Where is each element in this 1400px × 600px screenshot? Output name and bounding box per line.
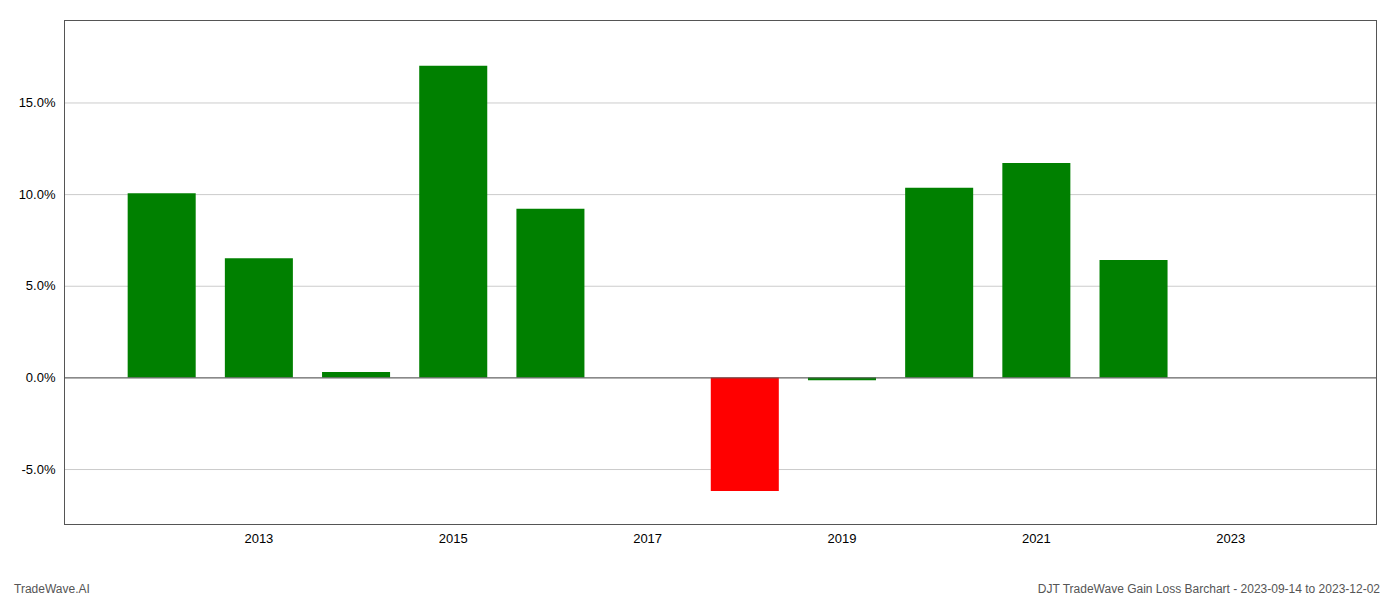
svg-text:-5.0%: -5.0% xyxy=(22,462,56,477)
svg-text:2015: 2015 xyxy=(439,531,468,546)
svg-text:2019: 2019 xyxy=(828,531,857,546)
svg-text:15.0%: 15.0% xyxy=(19,95,56,110)
html-text:TradeWave.AI: TradeWave.AI xyxy=(14,582,90,596)
html-text:DJT TradeWave Gain Loss Barcha: DJT TradeWave Gain Loss Barchart - 2023-… xyxy=(1037,582,1380,596)
svg-text:5.0%: 5.0% xyxy=(26,278,56,293)
svg-text:2017: 2017 xyxy=(633,531,662,546)
svg-text:2021: 2021 xyxy=(1022,531,1051,546)
svg-text:10.0%: 10.0% xyxy=(19,187,56,202)
svg-text:2023: 2023 xyxy=(1216,531,1245,546)
svg-text:2013: 2013 xyxy=(244,531,273,546)
svg-text:0.0%: 0.0% xyxy=(26,370,56,385)
